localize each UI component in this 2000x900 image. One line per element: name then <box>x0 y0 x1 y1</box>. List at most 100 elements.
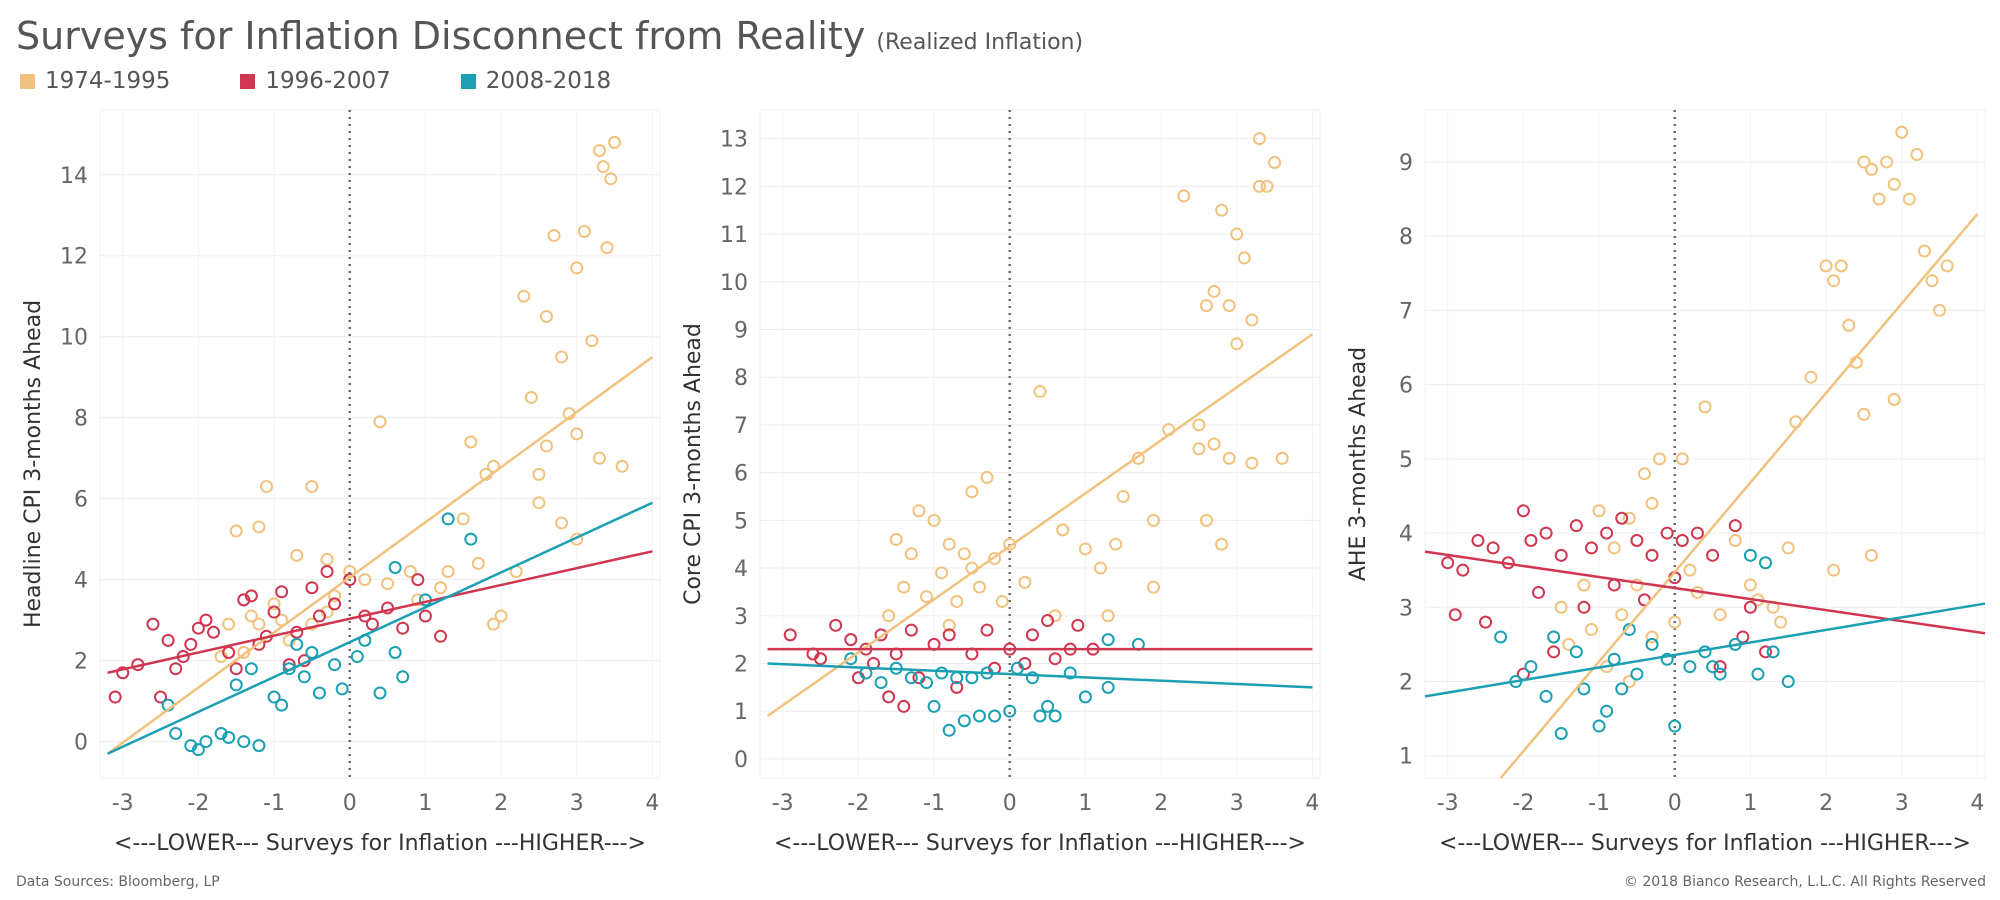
y-tick-label: 5 <box>1399 448 1413 473</box>
y-tick-label: 10 <box>720 271 748 296</box>
data-point <box>312 609 326 623</box>
data-point <box>252 739 266 753</box>
data-point <box>972 580 986 594</box>
data-point <box>191 743 205 757</box>
data-point <box>1827 274 1841 288</box>
data-point <box>1230 227 1244 241</box>
data-point <box>365 617 379 631</box>
data-point <box>1743 548 1757 562</box>
legend-swatch <box>20 73 35 89</box>
data-point <box>328 597 342 611</box>
data-point <box>184 637 198 651</box>
data-point <box>874 676 888 690</box>
data-point <box>222 617 236 631</box>
data-point <box>1834 259 1848 273</box>
data-point <box>290 548 304 562</box>
data-point <box>1532 585 1546 599</box>
x-tick-label: 0 <box>1003 791 1017 816</box>
data-point <box>1607 541 1621 555</box>
data-point <box>1630 578 1644 592</box>
data-point <box>1781 675 1795 689</box>
y-tick-label: 9 <box>1399 151 1413 176</box>
data-point <box>1569 645 1583 659</box>
data-point <box>305 581 319 595</box>
data-point <box>1539 526 1553 540</box>
data-point <box>1759 556 1773 570</box>
data-point <box>1192 442 1206 456</box>
data-point <box>1864 548 1878 562</box>
data-point <box>1207 437 1221 451</box>
data-point <box>1637 467 1651 481</box>
data-point <box>995 594 1009 608</box>
data-point <box>1668 719 1682 733</box>
data-point <box>1222 299 1236 313</box>
data-point <box>1116 489 1130 503</box>
x-axis-title: <---LOWER--- Surveys for Inflation ---HI… <box>1439 831 1971 856</box>
y-tick-label: 4 <box>734 557 748 582</box>
data-point <box>1759 645 1773 659</box>
data-point <box>1094 561 1108 575</box>
data-point <box>950 594 964 608</box>
data-point <box>1857 407 1871 421</box>
data-point <box>169 726 183 740</box>
data-point <box>874 628 888 642</box>
x-tick-label: -2 <box>847 791 869 816</box>
data-point <box>1584 541 1598 555</box>
legend-item-2008-2018[interactable]: 2008-2018 <box>460 68 611 94</box>
data-point <box>1252 179 1266 193</box>
data-point <box>1615 511 1629 525</box>
x-tick-label: 0 <box>343 791 357 816</box>
data-point <box>244 662 258 676</box>
data-point <box>608 135 622 149</box>
y-tick-label: 8 <box>734 366 748 391</box>
x-tick-label: 3 <box>570 791 584 816</box>
data-point <box>1653 452 1667 466</box>
data-point <box>267 605 281 619</box>
data-point <box>373 686 387 700</box>
plot-area <box>759 109 1321 779</box>
page-title: Surveys for Inflation Disconnect from Re… <box>16 14 866 58</box>
y-tick-label: 13 <box>720 128 748 153</box>
data-point <box>942 628 956 642</box>
data-point <box>487 617 501 631</box>
data-point <box>889 532 903 546</box>
x-tick-label: 2 <box>1154 791 1168 816</box>
y-tick-label: 2 <box>74 650 88 675</box>
series-2008-2018 <box>844 633 1145 737</box>
data-point <box>1041 699 1055 713</box>
data-point <box>1577 578 1591 592</box>
data-point <box>1524 533 1538 547</box>
data-point <box>1048 652 1062 666</box>
data-point <box>1933 303 1947 317</box>
data-point <box>1199 299 1213 313</box>
legend-swatch <box>240 73 256 89</box>
plot-area <box>99 109 661 779</box>
legend-label: 1974-1995 <box>45 68 171 94</box>
data-point <box>1063 666 1077 680</box>
trend-line <box>1499 213 1979 779</box>
data-point <box>1048 709 1062 723</box>
trend-line <box>107 501 653 755</box>
legend-item-1996-2007[interactable]: 1996-2007 <box>240 68 391 94</box>
y-tick-label: 0 <box>74 731 88 756</box>
data-point <box>1706 660 1720 674</box>
data-point <box>320 552 334 566</box>
data-point <box>1547 630 1561 644</box>
data-point <box>252 617 266 631</box>
y-tick-label: 1 <box>734 700 748 725</box>
x-tick-label: 3 <box>1230 791 1244 816</box>
legend-item-1974-1995[interactable]: 1974-1995 <box>20 68 170 94</box>
data-point <box>1237 251 1251 265</box>
data-point <box>1456 563 1470 577</box>
data-point <box>154 690 168 704</box>
data-point <box>1260 179 1274 193</box>
y-axis-title: AHE 3-months Ahead <box>1346 347 1371 581</box>
series-1996-2007 <box>108 565 448 704</box>
data-point <box>146 617 160 631</box>
data-point <box>524 390 538 404</box>
data-point <box>1547 645 1561 659</box>
x-tick-label: -1 <box>263 791 285 816</box>
data-point <box>829 618 843 632</box>
x-tick-label: 2 <box>1819 791 1833 816</box>
data-point <box>328 589 342 603</box>
